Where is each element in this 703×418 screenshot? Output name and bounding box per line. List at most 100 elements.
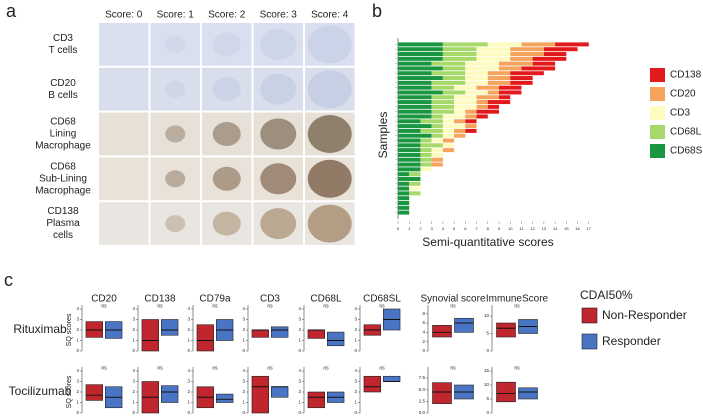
y-tick-label: 0 [298, 348, 301, 353]
row-label: Lining [50, 129, 77, 140]
bar-segment [442, 42, 488, 47]
bar-segment [465, 109, 477, 114]
row-label: CD3 [53, 33, 73, 44]
bar-segment [398, 119, 421, 124]
tissue-stain [260, 163, 297, 195]
tissue-stain [165, 35, 186, 53]
bar-segment [431, 80, 466, 85]
tissue-stain [260, 118, 297, 150]
box [432, 325, 452, 338]
bar-segment [409, 172, 421, 177]
y-tick-label: 1 [187, 338, 190, 343]
x-tick-label: 8 [487, 226, 490, 231]
bar-segment [465, 119, 477, 124]
tissue-stain [307, 115, 352, 153]
bar-segment [521, 66, 556, 71]
p-value-label: ns [379, 365, 385, 371]
tissue-stain [165, 215, 186, 233]
bar-segment [431, 95, 455, 100]
y-tick-label: 10 [484, 313, 490, 318]
y-tick-label: 2 [242, 327, 245, 332]
bar-segment [398, 90, 443, 95]
y-tick-label: 0 [354, 348, 357, 353]
bar-segment [543, 47, 578, 52]
bar-segment [454, 133, 466, 138]
bar-segment [454, 85, 477, 90]
y-tick-label: 4 [187, 306, 190, 311]
bar-segment [465, 76, 488, 81]
box [161, 319, 179, 336]
box [216, 393, 234, 403]
bar-segment [398, 66, 443, 71]
tissue-stain [307, 159, 352, 198]
y-tick-label: 0 [298, 410, 301, 415]
bar-segment [476, 114, 488, 119]
row-label: CD68 [50, 117, 76, 128]
y-tick-label: 7.5 [419, 375, 426, 380]
bar-segment [442, 90, 466, 95]
y-tick-label: 3 [354, 379, 357, 384]
bar-segment [420, 167, 432, 172]
tissue-stain [212, 122, 241, 146]
bar-segment [487, 42, 522, 47]
tissue-stain [165, 80, 186, 98]
x-tick-label: 16 [575, 226, 580, 231]
y-tick-label: 1 [76, 338, 79, 343]
y-tick-label: 4 [422, 330, 425, 335]
y-tick-label: 3 [298, 317, 301, 322]
box [85, 321, 103, 338]
bar-segment [465, 90, 488, 95]
column-header: Score: 4 [311, 10, 349, 21]
bar-segment [476, 100, 488, 105]
bar-segment [398, 143, 421, 148]
bar-segment [442, 133, 455, 138]
y-tick-label: 3 [132, 317, 135, 322]
bar-segment [420, 152, 432, 157]
bar-segment [442, 56, 477, 61]
tissue-stain [307, 204, 352, 243]
y-tick-label: 4 [354, 368, 357, 373]
bar-segment [442, 128, 455, 133]
row-label: T cells [49, 45, 78, 56]
row-label: Sub-Lining [39, 173, 87, 184]
p-value-label: ns [101, 303, 107, 309]
bar-segment [431, 138, 443, 143]
box [432, 382, 452, 404]
bar-segment [487, 71, 511, 76]
bar-segment [465, 71, 488, 76]
y-tick-label: 1 [76, 400, 79, 405]
bar-segment [476, 109, 499, 114]
x-tick-label: 13 [542, 226, 547, 231]
bar-segment [398, 76, 443, 81]
x-tick-label: 1 [408, 226, 411, 231]
p-value-label: ns [514, 365, 520, 371]
y-tick-label: 5.0 [419, 387, 426, 392]
y-tick-label: 5 [486, 331, 489, 336]
column-title: Synovial score [420, 294, 485, 305]
legend-title: CDAI50% [580, 288, 633, 302]
legend-label: CD68L [670, 127, 702, 138]
legend-label: Non-Responder [602, 308, 687, 322]
y-tick-label: 0 [76, 348, 79, 353]
y-tick-label: 3 [242, 317, 245, 322]
bar-segment [398, 42, 443, 47]
bar-segment [398, 85, 432, 90]
bar-segment [476, 104, 488, 109]
x-tick-label: 2 [419, 226, 422, 231]
bar-segment [431, 133, 443, 138]
tissue-stain [212, 32, 241, 57]
y-tick-label: 0 [354, 410, 357, 415]
bar-segment [398, 133, 432, 138]
y-tick-label: 1 [187, 400, 190, 405]
bar-segment [398, 104, 432, 109]
bar-segment [398, 205, 410, 210]
bar-segment [476, 56, 511, 61]
legend-swatch [581, 333, 598, 350]
y-tick-label: 2 [354, 389, 357, 394]
bar-segment [398, 181, 410, 186]
box [496, 322, 516, 338]
row-label: CD20 [50, 78, 76, 89]
bar-segment [431, 152, 443, 157]
bar-segment [442, 148, 455, 153]
